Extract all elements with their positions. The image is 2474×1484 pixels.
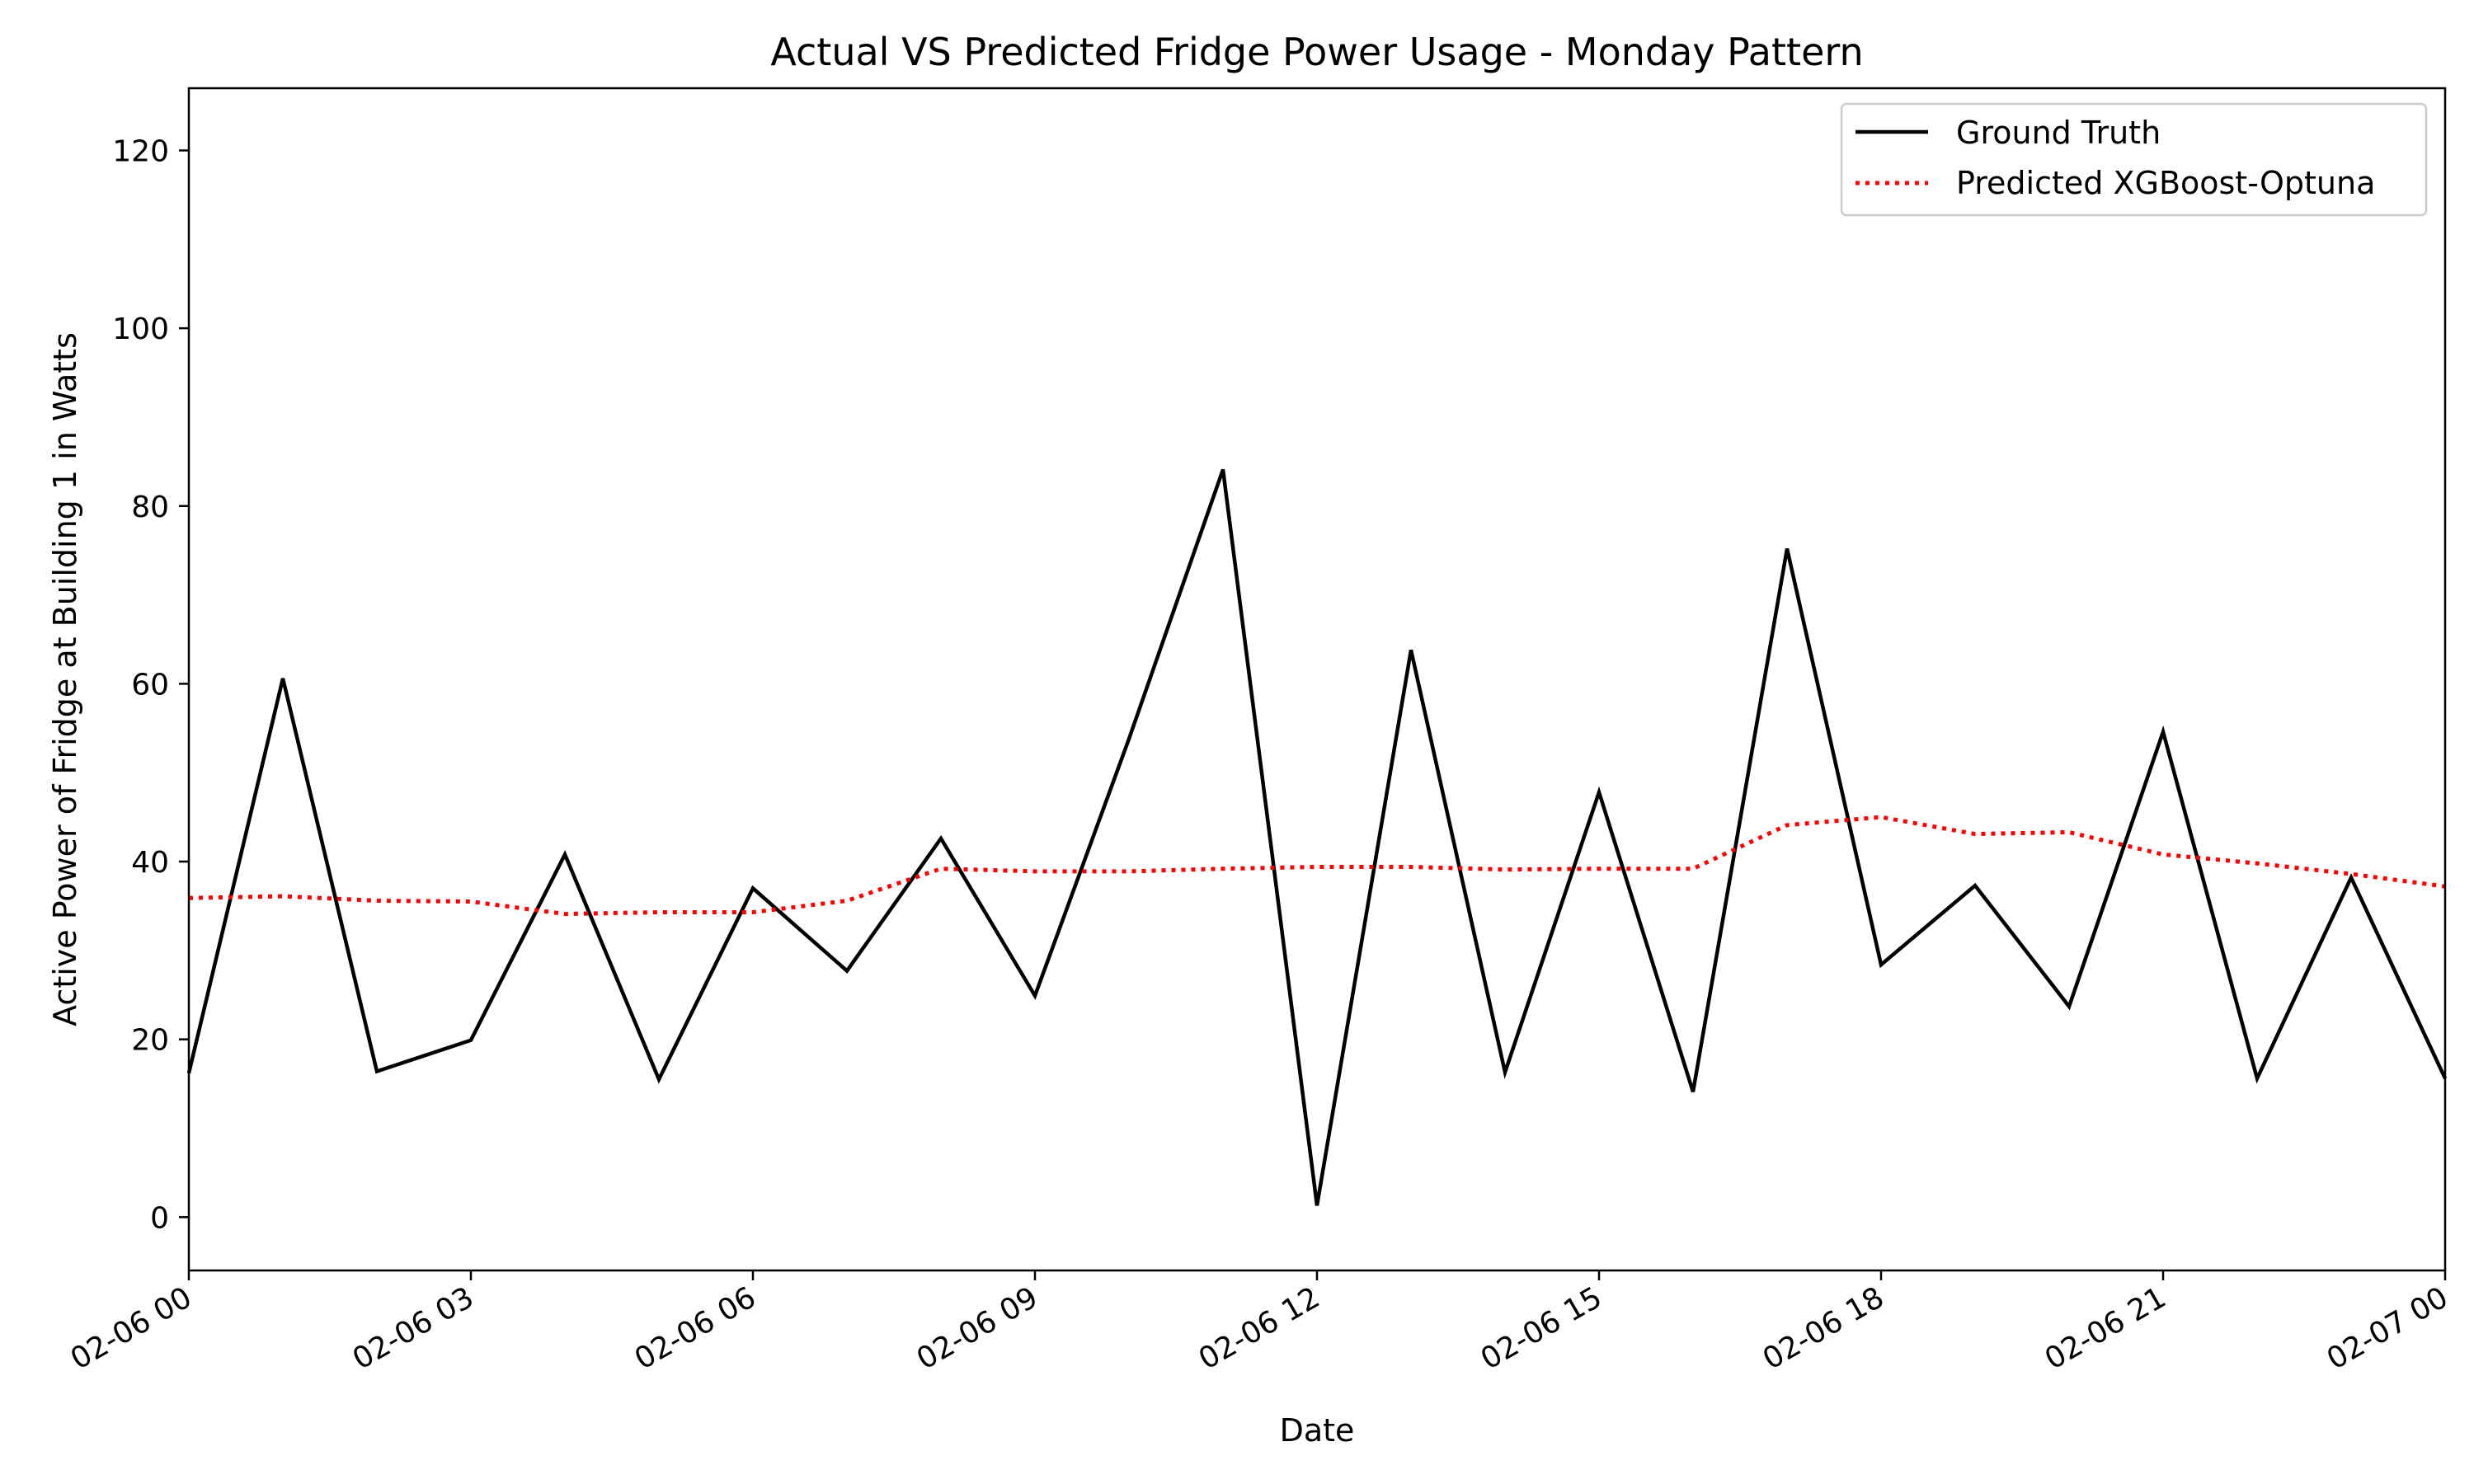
series-line-ground-truth: [186, 468, 2448, 1206]
legend-label-predicted: Predicted XGBoost-Optuna: [1956, 165, 2375, 201]
y-tick-label: 0: [150, 1201, 169, 1235]
plot-lines: [186, 468, 2448, 1206]
y-tick-label: 120: [112, 134, 169, 168]
y-tick-label: 100: [112, 312, 169, 346]
legend-box: [1840, 102, 2428, 217]
y-axis: 0 20 40 60 80 100 120: [112, 134, 189, 1235]
series-line-predicted: [188, 815, 2446, 917]
y-tick-label: 20: [131, 1024, 169, 1058]
y-tick-label: 80: [131, 491, 169, 524]
y-tick-label: 40: [131, 846, 169, 880]
chart-title: Actual VS Predicted Fridge Power Usage -…: [770, 30, 1863, 74]
legend: Ground Truth Predicted XGBoost-Optuna: [1840, 102, 2428, 217]
x-axis-label: Date: [1280, 1412, 1355, 1449]
y-axis-label: Active Power of Fridge at Building 1 in …: [47, 332, 83, 1026]
legend-label-ground-truth: Ground Truth: [1956, 115, 2161, 151]
y-tick-label: 60: [131, 668, 169, 702]
